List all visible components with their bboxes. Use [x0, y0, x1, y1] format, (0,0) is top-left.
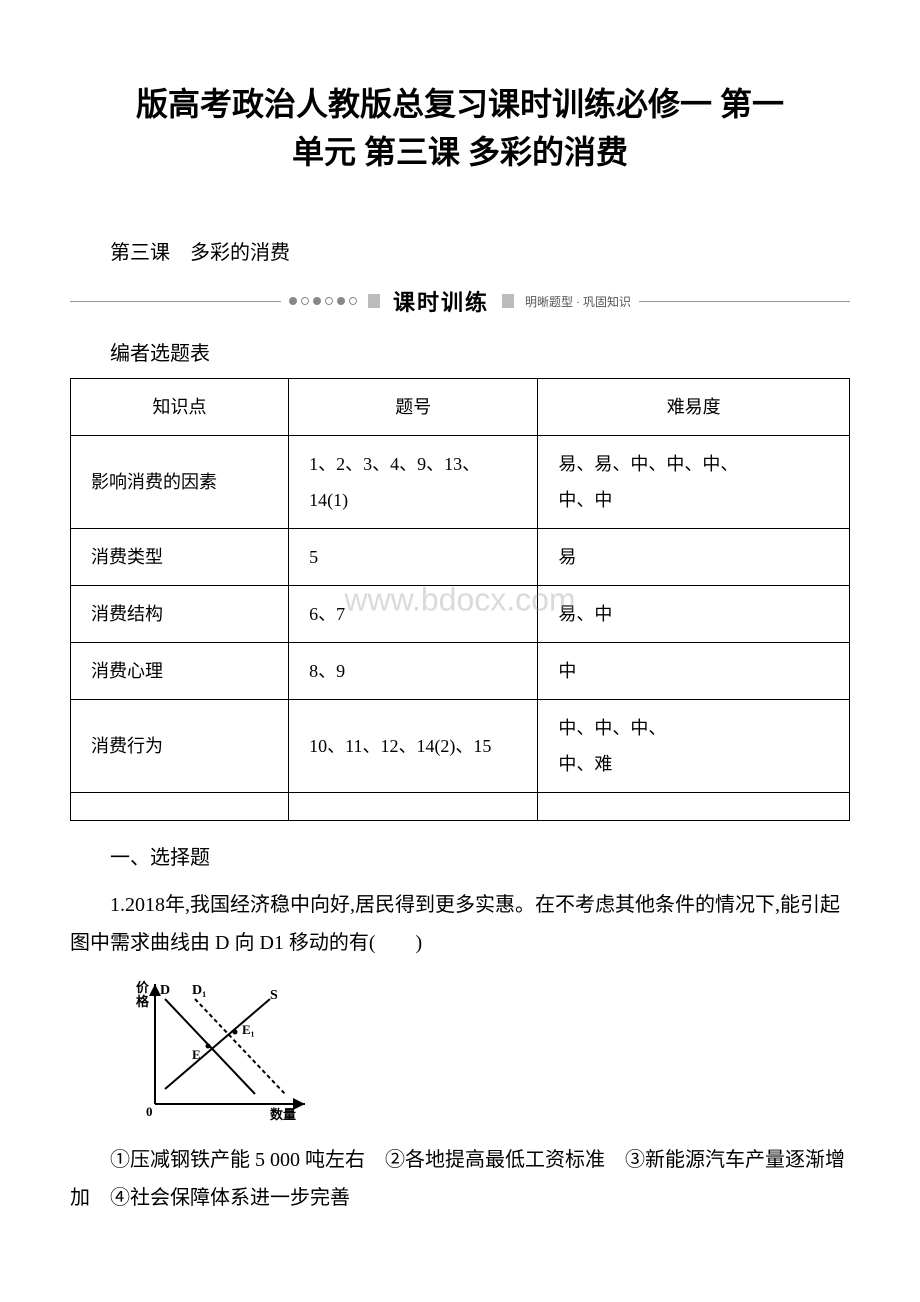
document-title: 版高考政治人教版总复习课时训练必修一 第一 单元 第三课 多彩的消费 — [70, 80, 850, 176]
watermark-layer: 知识点 题号 难易度 影响消费的因素 1、2、3、4、9、13、14(1) 易、… — [70, 378, 850, 821]
table-row: 消费结构 6、7 易、中 — [71, 586, 850, 643]
table-cell: 中 — [538, 643, 850, 700]
question-options: ①压减钢铁产能 5 000 吨左右 ②各地提高最低工资标准 ③新能源汽车产量逐渐… — [70, 1141, 850, 1217]
table-cell: 中、中、中、 中、难 — [538, 700, 850, 793]
table-cell: 易、中 — [538, 586, 850, 643]
curve-d-label: D — [160, 983, 170, 998]
table-cell: 易、易、中、中、中、 中、中 — [538, 436, 850, 529]
origin-label: 0 — [146, 1104, 153, 1119]
table-cell: 消费心理 — [71, 643, 289, 700]
banner-line-right — [639, 301, 850, 302]
table-row: 消费心理 8、9 中 — [71, 643, 850, 700]
topic-table: 知识点 题号 难易度 影响消费的因素 1、2、3、4、9、13、14(1) 易、… — [70, 378, 850, 821]
lesson-subtitle: 第三课 多彩的消费 — [70, 236, 850, 265]
title-line-1: 版高考政治人教版总复习课时训练必修一 第一 — [136, 86, 784, 122]
banner-main-text: 课时训练 — [383, 285, 499, 317]
dot-icon — [301, 297, 309, 305]
title-line-2: 单元 第三课 多彩的消费 — [292, 134, 628, 170]
dot-icon — [289, 297, 297, 305]
dot-icon — [337, 297, 345, 305]
point-e1-label: E₁ — [242, 1022, 255, 1037]
banner-tab-icon — [368, 294, 380, 308]
dot-icon — [325, 297, 333, 305]
table-row: 影响消费的因素 1、2、3、4、9、13、14(1) 易、易、中、中、中、 中、… — [71, 436, 850, 529]
table-cell: 易 — [538, 529, 850, 586]
point-e-label: E — [192, 1047, 201, 1062]
table-header: 知识点 — [71, 379, 289, 436]
curve-d1-label: D₁ — [192, 983, 206, 998]
table-cell: 1、2、3、4、9、13、14(1) — [289, 436, 538, 529]
banner-dots — [289, 297, 357, 305]
demand-curve-chart: 价 格 数量 0 D D₁ S E E₁ — [130, 974, 850, 1129]
table-cell: 5 — [289, 529, 538, 586]
table-row-empty — [71, 793, 850, 821]
y-axis-label: 价 — [136, 980, 150, 995]
table-header-row: 知识点 题号 难易度 — [71, 379, 850, 436]
table-cell: 影响消费的因素 — [71, 436, 289, 529]
table-cell-empty — [538, 793, 850, 821]
table-cell-empty — [289, 793, 538, 821]
table-cell: 消费行为 — [71, 700, 289, 793]
banner-sub-text: 明晰题型 · 巩固知识 — [517, 293, 639, 310]
table-cell: 消费结构 — [71, 586, 289, 643]
banner-line-left — [70, 301, 281, 302]
question-text: 1.2018年,我国经济稳中向好,居民得到更多实惠。在不考虑其他条件的情况下,能… — [70, 886, 850, 962]
table-cell: 8、9 — [289, 643, 538, 700]
x-axis-label: 数量 — [270, 1107, 296, 1122]
section-banner: 课时训练 明晰题型 · 巩固知识 — [70, 285, 850, 317]
economics-chart-svg: 价 格 数量 0 D D₁ S E E₁ — [130, 974, 320, 1124]
dot-icon — [349, 297, 357, 305]
curve-s-label: S — [270, 988, 278, 1003]
table-row: 消费类型 5 易 — [71, 529, 850, 586]
table-header: 难易度 — [538, 379, 850, 436]
table-cell: 消费类型 — [71, 529, 289, 586]
table-cell: 6、7 — [289, 586, 538, 643]
dot-icon — [313, 297, 321, 305]
table-cell-empty — [71, 793, 289, 821]
y-axis-label: 格 — [136, 994, 150, 1009]
table-cell: 10、11、12、14(2)、15 — [289, 700, 538, 793]
table-caption: 编者选题表 — [70, 337, 850, 366]
table-header: 题号 — [289, 379, 538, 436]
banner-tab-icon — [502, 294, 514, 308]
section-heading: 一、选择题 — [70, 841, 850, 870]
table-row: 消费行为 10、11、12、14(2)、15 中、中、中、 中、难 — [71, 700, 850, 793]
